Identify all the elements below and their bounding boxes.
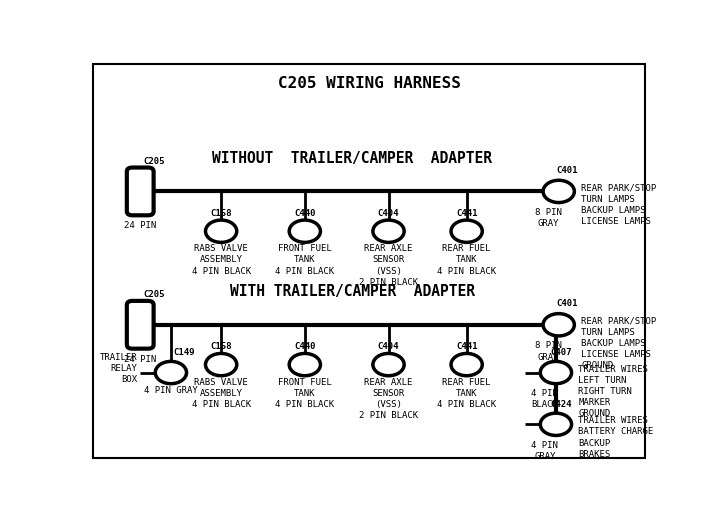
Text: C158: C158 [210,209,232,218]
Text: FRONT FUEL
TANK
4 PIN BLACK: FRONT FUEL TANK 4 PIN BLACK [275,245,334,276]
Circle shape [205,354,237,376]
Text: TRAILER
RELAY
BOX: TRAILER RELAY BOX [100,353,138,384]
Text: TRAILER WIRES
LEFT TURN
RIGHT TURN
MARKER
GROUND: TRAILER WIRES LEFT TURN RIGHT TURN MARKE… [578,364,648,418]
Circle shape [156,361,186,384]
Text: C440: C440 [294,342,315,352]
Text: C404: C404 [378,209,400,218]
Text: RABS VALVE
ASSEMBLY
4 PIN BLACK: RABS VALVE ASSEMBLY 4 PIN BLACK [192,378,251,409]
FancyBboxPatch shape [127,301,153,348]
Circle shape [543,314,575,336]
Text: REAR FUEL
TANK
4 PIN BLACK: REAR FUEL TANK 4 PIN BLACK [437,378,496,409]
Circle shape [451,220,482,242]
Text: C158: C158 [210,342,232,352]
Text: C401: C401 [556,166,577,175]
Text: 4 PIN
BLACK: 4 PIN BLACK [531,389,558,409]
Circle shape [540,361,572,384]
Text: C441: C441 [456,342,477,352]
Text: REAR AXLE
SENSOR
(VSS)
2 PIN BLACK: REAR AXLE SENSOR (VSS) 2 PIN BLACK [359,245,418,286]
Text: C424: C424 [550,400,572,409]
Text: C407: C407 [550,348,572,357]
Text: C205 WIRING HARNESS: C205 WIRING HARNESS [278,76,460,91]
Text: RABS VALVE
ASSEMBLY
4 PIN BLACK: RABS VALVE ASSEMBLY 4 PIN BLACK [192,245,251,276]
Text: FRONT FUEL
TANK
4 PIN BLACK: FRONT FUEL TANK 4 PIN BLACK [275,378,334,409]
Text: 24 PIN: 24 PIN [124,355,156,363]
Circle shape [540,413,572,435]
Circle shape [289,354,320,376]
Text: REAR FUEL
TANK
4 PIN BLACK: REAR FUEL TANK 4 PIN BLACK [437,245,496,276]
Text: 4 PIN GRAY: 4 PIN GRAY [144,386,198,394]
Circle shape [543,180,575,203]
Circle shape [373,354,404,376]
Text: WITH TRAILER/CAMPER  ADAPTER: WITH TRAILER/CAMPER ADAPTER [230,284,474,299]
Text: C404: C404 [378,342,400,352]
Text: 4 PIN
GRAY: 4 PIN GRAY [531,441,558,461]
FancyBboxPatch shape [127,168,153,215]
Text: TRAILER WIRES
BATTERY CHARGE
BACKUP
BRAKES: TRAILER WIRES BATTERY CHARGE BACKUP BRAK… [578,416,654,459]
Text: 24 PIN: 24 PIN [124,221,156,230]
Text: REAR PARK/STOP
TURN LAMPS
BACKUP LAMPS
LICENSE LAMPS: REAR PARK/STOP TURN LAMPS BACKUP LAMPS L… [581,184,657,226]
Text: WITHOUT  TRAILER/CAMPER  ADAPTER: WITHOUT TRAILER/CAMPER ADAPTER [212,150,492,165]
Text: C440: C440 [294,209,315,218]
Text: C149: C149 [173,348,194,357]
Circle shape [373,220,404,242]
Circle shape [205,220,237,242]
Text: C205: C205 [143,157,164,165]
Text: C205: C205 [143,290,164,299]
Text: 8 PIN
GRAY: 8 PIN GRAY [535,342,562,361]
Circle shape [451,354,482,376]
Circle shape [289,220,320,242]
Text: C401: C401 [556,299,577,308]
Text: 8 PIN
GRAY: 8 PIN GRAY [535,208,562,228]
Text: REAR PARK/STOP
TURN LAMPS
BACKUP LAMPS
LICENSE LAMPS
GROUND: REAR PARK/STOP TURN LAMPS BACKUP LAMPS L… [581,317,657,370]
Text: C441: C441 [456,209,477,218]
Text: REAR AXLE
SENSOR
(VSS)
2 PIN BLACK: REAR AXLE SENSOR (VSS) 2 PIN BLACK [359,378,418,420]
